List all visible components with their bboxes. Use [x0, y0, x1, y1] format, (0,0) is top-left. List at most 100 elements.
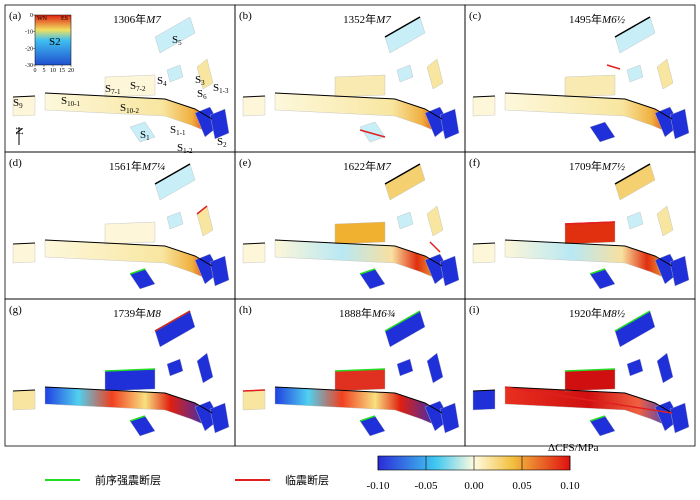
panel-label: (d) — [9, 157, 22, 169]
fault-label-sub: 6 — [203, 93, 207, 101]
fault — [196, 58, 214, 90]
fault-trace — [274, 239, 443, 267]
fault — [104, 74, 156, 98]
fault-label-base: S — [157, 75, 163, 87]
fault-trace — [242, 242, 266, 245]
inset-label: ES — [61, 16, 68, 22]
colorbar-tick-label: -0.05 — [415, 480, 438, 492]
legend-text: 前序强震断层 — [95, 473, 161, 487]
inset-tick-label: 5 — [43, 68, 46, 74]
fault — [626, 64, 644, 83]
legend-text: 临震断层 — [285, 473, 329, 487]
colorbar-label: ΔCFS/MPa — [548, 442, 599, 454]
fault-label-base: S — [170, 124, 176, 136]
title-year: 1495年 — [569, 12, 602, 26]
fault — [274, 92, 443, 134]
fault — [384, 16, 426, 54]
colorbar-tick-label: -0.10 — [367, 480, 390, 492]
fault-label: S7-1 — [105, 83, 121, 96]
fault-label-sub: 7-2 — [136, 85, 146, 93]
imminent-fault — [504, 386, 673, 414]
fault — [12, 389, 36, 411]
foreshock-fault — [614, 16, 651, 38]
inset-tick-label: -20 — [25, 46, 33, 52]
inset-tick-label: 15 — [59, 68, 65, 74]
inset-tick-label: 10 — [50, 68, 56, 74]
fault — [656, 58, 674, 90]
foreshock-fault — [384, 163, 421, 185]
fault — [209, 402, 230, 434]
inset-tick-label: 20 — [68, 68, 74, 74]
fault-label-sub: 9 — [19, 102, 23, 110]
title-year: 1888年 — [339, 306, 372, 320]
title-year: 1709年 — [569, 159, 602, 173]
title-year: 1920年 — [569, 306, 602, 320]
fault-label-sub: 1 — [146, 134, 150, 142]
fault — [472, 389, 496, 411]
panel-title: 1739年M8 — [113, 306, 161, 320]
fault — [439, 108, 460, 140]
title-magnitude: M7¼ — [141, 161, 165, 173]
panel-title: 1561年M7¼ — [109, 159, 165, 173]
fault — [564, 368, 616, 392]
fault-trace — [12, 389, 36, 392]
inset-label: S2 — [49, 36, 61, 48]
fault-label-base: S — [213, 82, 219, 94]
fault-trace — [12, 95, 36, 98]
fault — [104, 368, 156, 392]
fault-label-base: S — [140, 129, 146, 141]
fault-label-base: S — [172, 34, 178, 46]
title-magnitude: M7 — [145, 14, 161, 26]
foreshock-fault — [384, 310, 421, 332]
imminent-fault — [564, 221, 616, 225]
title-year: 1352年 — [343, 12, 376, 26]
panel-title: 1709年M7½ — [569, 159, 625, 173]
title-year: 1622年 — [343, 159, 376, 173]
fault — [439, 402, 460, 434]
imminent-fault — [154, 310, 191, 332]
panel: (g) 1739年M8 — [4, 298, 236, 447]
foreshock-fault — [359, 268, 376, 275]
fault — [44, 239, 213, 281]
imminent-fault — [429, 241, 441, 253]
panel: (d) 1561年M7¼ — [4, 151, 236, 300]
title-magnitude: M8 — [145, 308, 161, 320]
fault — [166, 358, 184, 377]
fault — [426, 205, 444, 237]
fault-trace — [44, 92, 213, 120]
fault-label-base: S — [177, 142, 183, 154]
panel-label: (i) — [469, 304, 480, 316]
fault-trace — [274, 92, 443, 120]
title-magnitude: M7 — [375, 14, 391, 26]
panel: (i) 1920年M8½ — [464, 298, 696, 447]
fault — [274, 239, 443, 281]
fault-trace — [274, 386, 443, 414]
fault-label-sub: 1-1 — [176, 129, 186, 137]
title-magnitude: M6½ — [601, 14, 625, 26]
fault — [504, 386, 673, 428]
fault-label: S2 — [217, 136, 227, 149]
imminent-fault — [606, 64, 621, 70]
fault-label: S1-1 — [170, 124, 186, 137]
fault-label: S10-1 — [61, 95, 80, 108]
fault-label: S6 — [197, 88, 207, 101]
fault-label-sub: 4 — [163, 80, 167, 88]
fault — [656, 352, 674, 384]
fault — [504, 239, 673, 281]
foreshock-fault — [564, 368, 616, 372]
fault-label: S7-2 — [130, 80, 146, 93]
fault — [166, 211, 184, 230]
fault-label-base: S — [197, 88, 203, 100]
panel-label: (b) — [239, 10, 252, 22]
colorbar-tick-label: 0.00 — [464, 480, 484, 492]
fault — [242, 242, 266, 264]
title-magnitude: M7 — [375, 161, 391, 173]
north-label: N — [14, 127, 26, 135]
fault — [396, 358, 414, 377]
title-magnitude: M6¾ — [371, 308, 395, 320]
fault — [274, 386, 443, 428]
panel: (b) 1352年M7 — [234, 4, 466, 153]
title-year: 1739年 — [113, 306, 146, 320]
fault-trace — [242, 95, 266, 98]
